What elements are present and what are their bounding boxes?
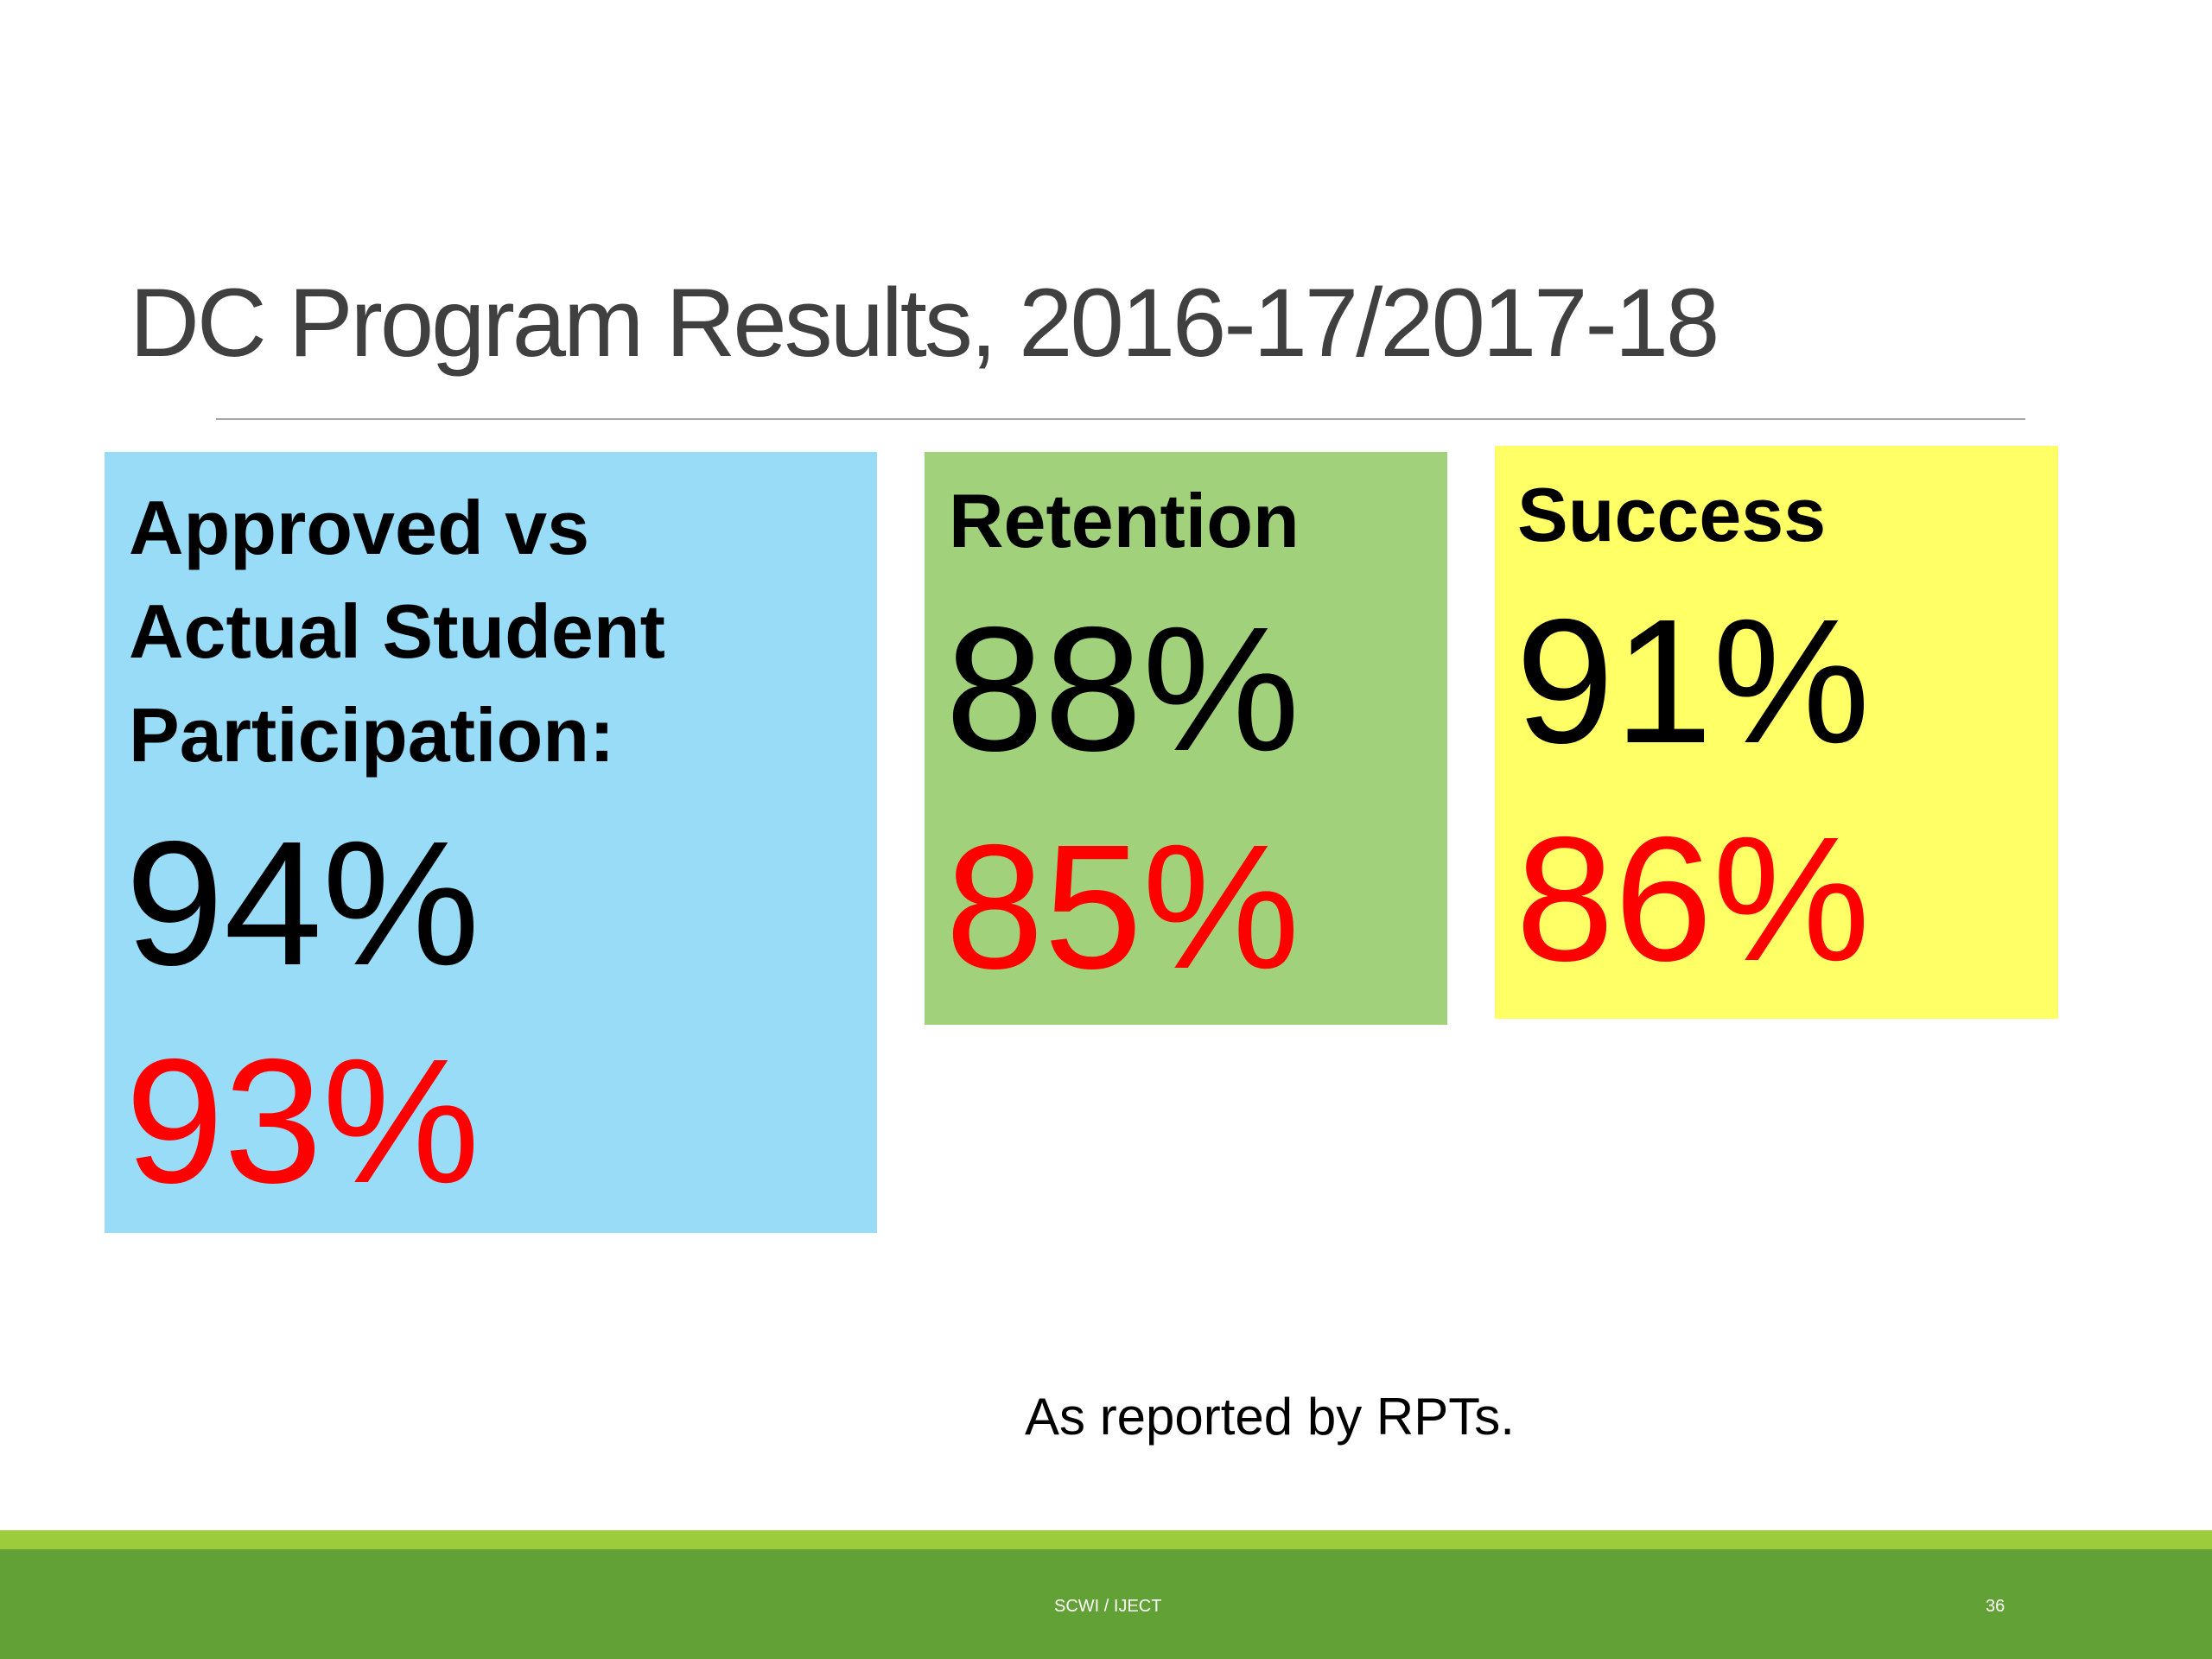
source-footnote: As reported by RPTs. — [1025, 1388, 1515, 1446]
footer-accent-strip — [0, 1530, 2212, 1549]
participation-heading: Approved vs Actual Student Participation… — [129, 476, 665, 787]
participation-approved-value: 94% — [125, 804, 480, 1002]
success-heading: Success — [1517, 472, 1827, 557]
page-number: 36 — [1986, 1597, 2005, 1616]
retention-box: Retention 88% 85% — [925, 452, 1447, 1025]
footer-label: SCWI / IJECT — [1054, 1597, 1162, 1616]
participation-heading-line: Approved vs — [129, 485, 590, 570]
retention-value-first: 88% — [945, 590, 1300, 788]
footer-bar — [0, 1549, 2212, 1659]
participation-heading-line: Participation: — [129, 692, 615, 778]
success-value-second: 86% — [1516, 800, 1871, 998]
slide-title: DC Program Results, 2016-17/2017-18 — [130, 269, 1719, 377]
retention-value-second: 85% — [945, 808, 1300, 1006]
retention-heading: Retention — [949, 478, 1300, 563]
participation-heading-line: Actual Student — [129, 588, 665, 674]
success-value-first: 91% — [1516, 582, 1871, 780]
participation-box: Approved vs Actual Student Participation… — [105, 452, 877, 1233]
title-divider — [216, 418, 2025, 420]
participation-actual-value: 93% — [125, 1022, 480, 1220]
success-box: Success 91% 86% — [1495, 446, 2058, 1019]
